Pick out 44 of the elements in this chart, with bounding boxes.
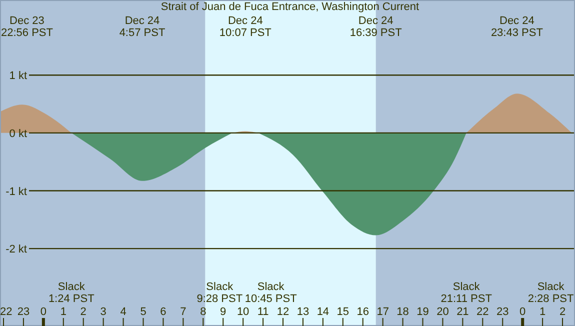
x-tick-label: 5 xyxy=(140,306,146,318)
x-tick-label: 14 xyxy=(316,306,330,318)
annotation: Slack 1:24 PST xyxy=(48,281,95,305)
x-tick-label: 1 xyxy=(539,306,546,318)
x-tick-label: 2 xyxy=(559,306,566,318)
annotation: Slack 9:28 PST xyxy=(196,281,243,305)
x-tick-label: 22 xyxy=(0,306,12,318)
x-tick-label: 0 xyxy=(520,306,526,318)
x-tick-label: 15 xyxy=(336,306,350,318)
y-tick-label: 0 kt xyxy=(9,128,27,140)
annotation: Dec 24 4:57 PST xyxy=(119,15,166,39)
annotation: Dec 24 10:07 PST xyxy=(219,15,272,39)
x-tick-label: 16 xyxy=(356,306,369,318)
x-tick-label: 11 xyxy=(257,306,269,318)
x-tick-label: 4 xyxy=(120,306,126,318)
y-tick-label: -1 kt xyxy=(6,186,27,198)
x-tick-label: 21 xyxy=(456,306,469,318)
x-tick-label: 7 xyxy=(180,306,186,318)
x-tick-label: 22 xyxy=(476,306,489,318)
annotation: Slack 10:45 PST xyxy=(244,281,298,305)
x-tick-label: 10 xyxy=(236,306,250,318)
x-tick-label: 0 xyxy=(40,306,46,318)
annotation: Dec 24 23:43 PST xyxy=(490,15,544,39)
x-tick-label: 18 xyxy=(396,306,409,318)
x-tick-label: 13 xyxy=(296,306,310,318)
x-tick-label: 20 xyxy=(436,306,449,318)
x-tick-label: 17 xyxy=(376,306,389,318)
x-tick-label: 1 xyxy=(60,306,66,318)
x-tick-label: 6 xyxy=(160,306,166,318)
x-tick-label: 23 xyxy=(17,306,30,318)
x-tick-label: 9 xyxy=(220,306,226,318)
annotation: Slack 2:28 PST xyxy=(528,281,574,305)
x-tick-label: 8 xyxy=(200,306,206,318)
x-tick-label: 3 xyxy=(100,306,106,318)
annotation: Dec 23 22:56 PST xyxy=(1,15,54,39)
y-tick-label: -2 kt xyxy=(6,244,27,256)
chart-title: Strait of Juan de Fuca Entrance, Washington Current xyxy=(160,1,420,13)
y-tick-label: 1 kt xyxy=(9,70,27,82)
x-tick-label: 19 xyxy=(416,306,429,318)
x-tick-label: 2 xyxy=(80,306,86,318)
annotation: Slack 21:11 PST xyxy=(440,281,492,305)
x-tick-label: 12 xyxy=(276,306,290,318)
x-tick-label: 23 xyxy=(496,306,509,318)
annotation: Dec 24 16:39 PST xyxy=(350,15,402,39)
